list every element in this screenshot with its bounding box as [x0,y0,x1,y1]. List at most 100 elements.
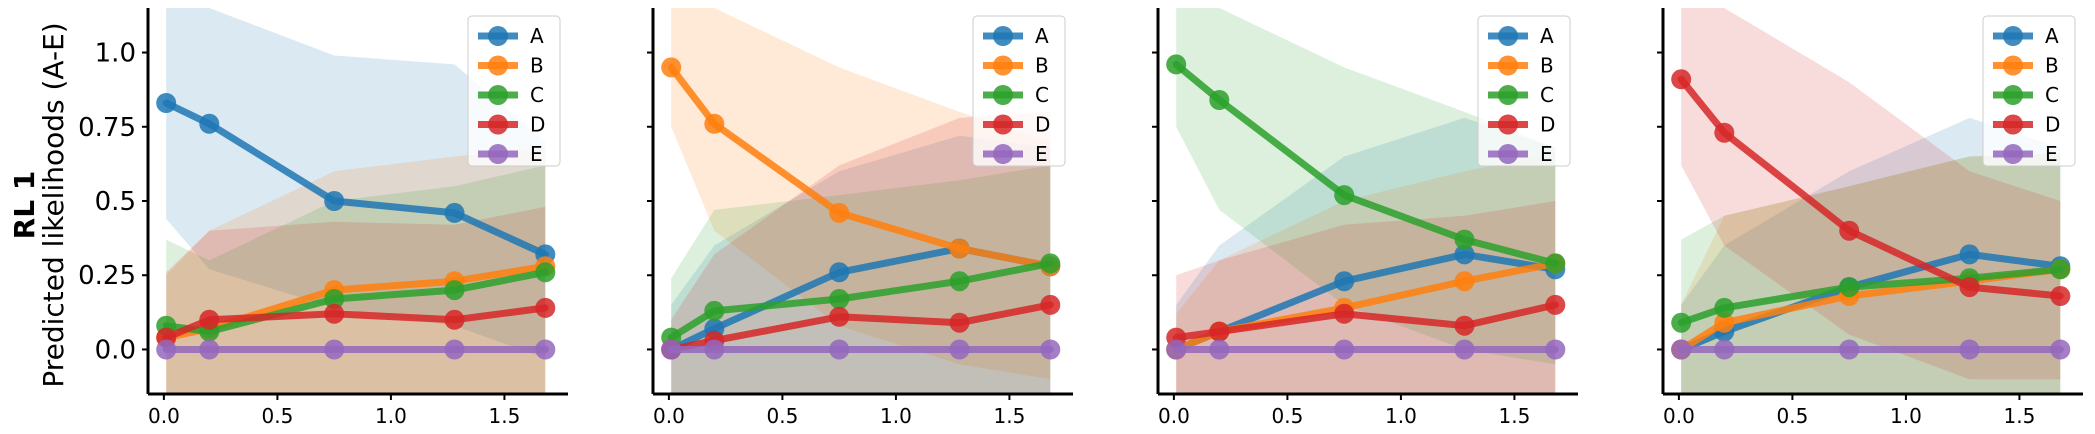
legend-label-b: B [1540,54,1554,78]
band-c [166,165,546,394]
point-e [156,339,177,360]
point-d [1209,321,1230,342]
legend-marker-e [1498,144,1518,164]
point-e [444,339,465,360]
point-a [829,262,850,283]
point-c [1040,253,1061,274]
x-tick-label: 0.5 [1271,404,1303,428]
point-c [444,280,465,301]
point-d [535,297,556,318]
point-a [1334,271,1355,292]
point-e [829,339,850,360]
point-d [1545,294,1566,315]
legend-label-c: C [1540,83,1554,107]
point-e [1209,339,1230,360]
band-a [166,8,546,359]
point-d [1839,220,1860,241]
point-d [444,309,465,330]
point-e [949,339,970,360]
legend-marker-c [488,85,508,105]
x-tick-label: 0.5 [766,404,798,428]
legend-label-e: E [530,142,543,166]
point-a [444,202,465,223]
point-d [829,306,850,327]
point-e [661,339,682,360]
point-d [1671,69,1692,90]
legend-marker-b [993,55,1013,76]
legend-marker-d [488,114,508,135]
point-c [1839,277,1860,298]
x-tick-label: 0.0 [653,404,685,428]
legend-label-d: D [2045,113,2060,137]
y-tick-label: 0.25 [78,261,136,291]
legend-marker-a [1498,26,1518,46]
x-tick-label: 1.0 [1385,404,1417,428]
x-tick-label: 1.5 [994,404,1026,428]
x-tick-label: 1.5 [1499,404,1531,428]
band-c [1681,153,2061,394]
legend-label-e: E [1035,142,1048,166]
point-b [661,57,682,78]
band-b [1681,153,2061,394]
point-c [1671,312,1692,333]
x-tick-label: 0.0 [1158,404,1190,428]
legend-marker-d [1498,114,1518,135]
point-e [1040,339,1061,360]
legend-marker-b [2003,55,2023,76]
point-d [1454,315,1475,336]
band-d [1176,201,1556,394]
legend-label-a: A [530,24,544,48]
legend-marker-d [2003,114,2023,135]
point-c [324,289,345,309]
point-e [1671,339,1692,360]
point-d [1334,303,1355,324]
point-a [199,113,220,134]
point-b [829,202,850,223]
point-e [1334,339,1355,360]
point-a [1959,244,1980,265]
point-e [199,339,220,360]
x-tick-label: 1.0 [1890,404,1922,428]
legend-marker-c [2003,85,2023,105]
legend-marker-e [2003,144,2023,164]
legend-marker-b [1498,55,1518,76]
point-c [1454,229,1475,250]
legend-marker-a [2003,26,2023,46]
x-tick-label: 1.0 [375,404,407,428]
point-c [1334,185,1355,206]
legend-label-a: A [1540,24,1554,48]
point-e [1959,339,1980,360]
legend-marker-c [1498,85,1518,105]
legend-label-b: B [1035,54,1049,78]
point-b [1454,271,1475,292]
x-tick-label: 0.0 [148,404,180,428]
y-axis-label: Predicted likelihoods (A-E) [37,22,70,387]
point-a [324,191,345,211]
point-c [949,271,970,292]
point-c [535,262,556,283]
point-c [1714,297,1735,318]
point-d [324,303,345,324]
legend-marker-a [488,26,508,46]
x-tick-label: 1.5 [489,404,521,428]
point-e [1166,339,1187,360]
point-b [949,238,970,259]
x-tick-label: 0.0 [1663,404,1695,428]
point-a [1454,244,1475,265]
point-c [1545,253,1566,274]
point-e [1454,339,1475,360]
point-c [1209,90,1230,110]
band-c [671,165,1051,394]
legend-marker-d [993,114,1013,135]
point-e [704,339,725,360]
legend-label-c: C [530,83,544,107]
legend-label-b: B [2045,54,2059,78]
point-d [1959,277,1980,298]
legend-label-c: C [2045,83,2059,107]
legend-marker-a [993,26,1013,46]
